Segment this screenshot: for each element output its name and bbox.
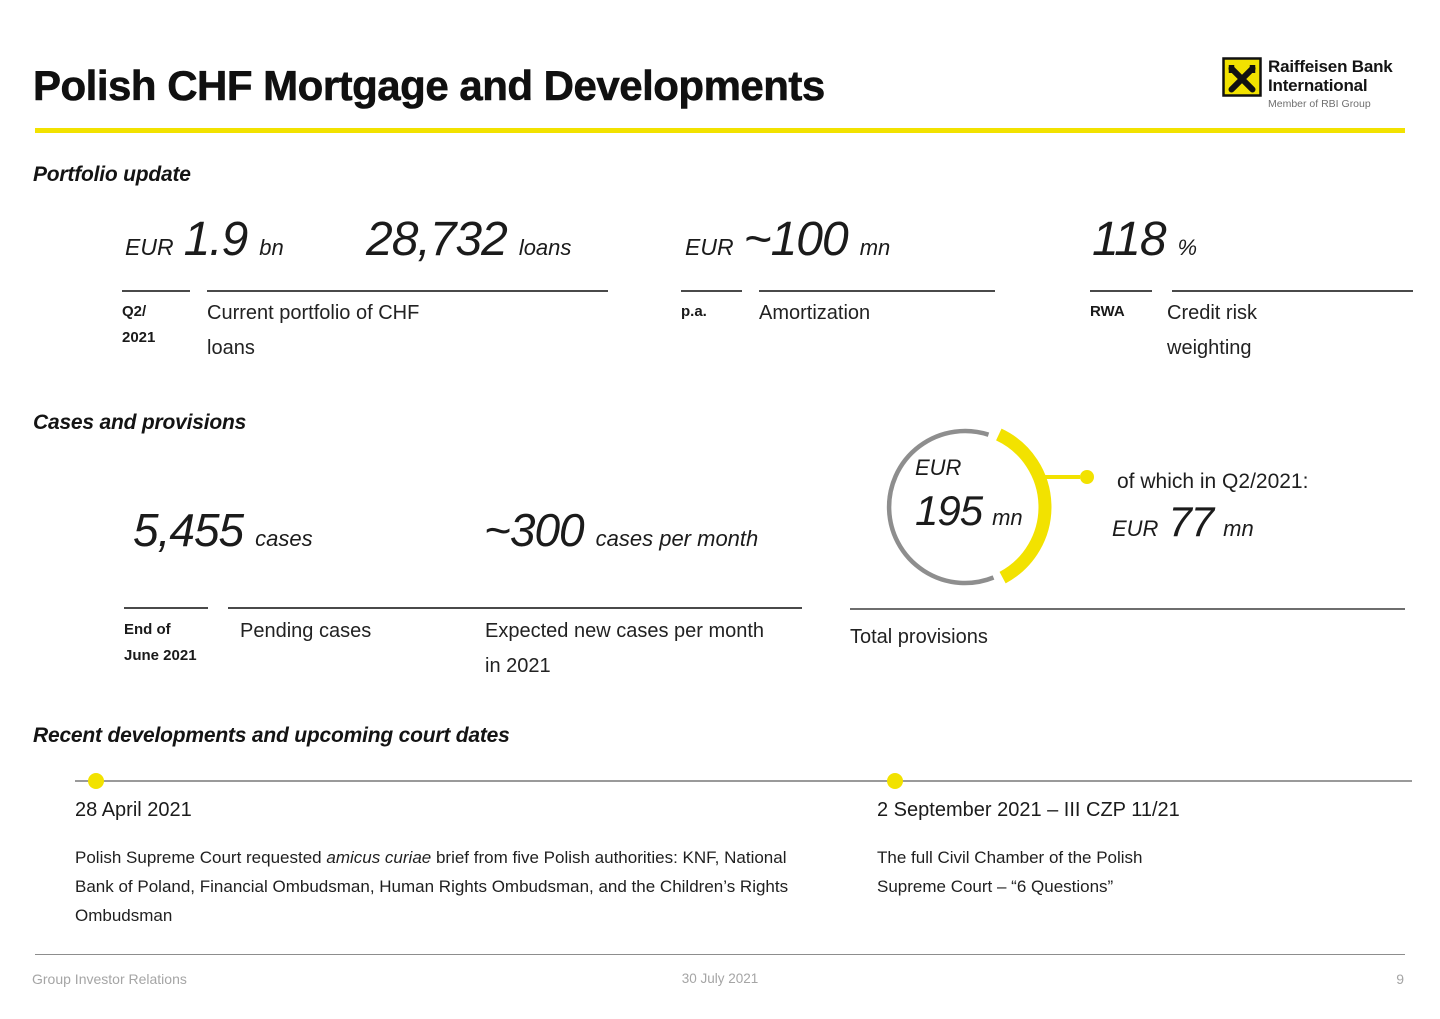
donut-callout-value: EUR 77 mn bbox=[1112, 498, 1254, 546]
tag-line: 2021 bbox=[122, 329, 156, 346]
raiffeisen-logo: Raiffeisen Bank International Member of … bbox=[1222, 57, 1393, 110]
tag-line: Q2/ bbox=[122, 303, 147, 320]
donut-label-total-provisions: Total provisions bbox=[850, 626, 988, 648]
timeline-event-1-date: 28 April 2021 bbox=[75, 799, 192, 821]
stat-currency-label: EUR bbox=[125, 234, 174, 260]
divider bbox=[1090, 290, 1152, 292]
stat-rwa: 118 % bbox=[1092, 212, 1197, 267]
stat-desc-credit-risk: Credit risk weighting bbox=[1167, 302, 1258, 359]
stat-desc-portfolio: Current portfolio of CHF loans bbox=[207, 302, 420, 359]
stat-unit-label: cases bbox=[255, 526, 313, 551]
tag-line: End of bbox=[124, 621, 171, 638]
stat-amortization: EUR ~100 mn bbox=[685, 212, 890, 267]
raiffeisen-gable-cross-icon bbox=[1222, 57, 1262, 102]
stat-unit-label: mn bbox=[1223, 516, 1254, 541]
donut-ring-gray bbox=[886, 428, 995, 586]
stat-tag-end-of-june: End of June 2021 bbox=[124, 617, 197, 669]
section-heading-cases-provisions: Cases and provisions bbox=[33, 411, 247, 434]
stat-unit-label: mn bbox=[859, 235, 891, 260]
stat-number: 77 bbox=[1168, 498, 1214, 545]
section-heading-portfolio-update: Portfolio update bbox=[33, 163, 191, 186]
stat-unit-label: mn bbox=[992, 505, 1023, 530]
divider bbox=[681, 290, 742, 292]
timeline-event-2-date: 2 September 2021 – III CZP 11/21 bbox=[877, 799, 1180, 821]
stat-loan-count: 28,732 loans bbox=[366, 212, 571, 267]
stat-currency-label: EUR bbox=[685, 234, 734, 260]
body-text: Polish Supreme Court requested bbox=[75, 848, 327, 867]
logo-text: Raiffeisen Bank International Member of … bbox=[1268, 57, 1393, 110]
stat-pending-cases: 5,455 cases bbox=[133, 503, 313, 557]
stat-desc-pending-cases: Pending cases bbox=[240, 620, 372, 642]
callout-dot bbox=[1080, 470, 1094, 484]
page-title: Polish CHF Mortgage and Developments bbox=[33, 62, 826, 110]
stat-number: 1.9 bbox=[183, 213, 249, 266]
stat-unit-label: loans bbox=[518, 235, 572, 260]
tag-line: June 2021 bbox=[124, 647, 197, 664]
stat-number: ~300 bbox=[484, 504, 585, 556]
timeline-axis bbox=[75, 780, 1412, 782]
divider bbox=[207, 290, 608, 292]
stat-unit-label: % bbox=[1177, 235, 1198, 260]
stat-currency-label: EUR bbox=[1112, 516, 1159, 541]
stat-number: 28,732 bbox=[366, 213, 508, 266]
stat-desc-amortization: Amortization bbox=[759, 302, 871, 324]
divider bbox=[759, 290, 995, 292]
title-underline-accent bbox=[35, 128, 1405, 133]
divider bbox=[228, 607, 802, 609]
logo-line-2: International bbox=[1268, 76, 1368, 95]
divider bbox=[122, 290, 190, 292]
timeline-dot-event-1 bbox=[88, 773, 104, 789]
donut-highlight-arc bbox=[995, 428, 1052, 584]
body-text: brief from five Polish authorities: KNF,… bbox=[75, 848, 789, 925]
logo-line-1: Raiffeisen Bank bbox=[1268, 57, 1393, 76]
divider bbox=[850, 608, 1405, 610]
footer-page-number: 9 bbox=[1396, 971, 1404, 987]
timeline-event-1-body: Polish Supreme Court requested amicus cu… bbox=[75, 843, 820, 930]
stat-tag-q2-2021: Q2/ 2021 bbox=[122, 299, 155, 351]
stat-tag-pa: p.a. bbox=[681, 303, 707, 320]
provisions-donut-chart: EUR 195 mn bbox=[875, 417, 1135, 597]
donut-callout-title: of which in Q2/2021: bbox=[1117, 470, 1309, 493]
footer-divider bbox=[35, 954, 1405, 955]
stat-currency-label: EUR bbox=[915, 455, 962, 480]
stat-desc-expected-cases: Expected new cases per month in 2021 bbox=[485, 620, 765, 677]
stat-number: 195 bbox=[915, 487, 983, 534]
stat-tag-rwa: RWA bbox=[1090, 303, 1125, 320]
timeline-dot-event-2 bbox=[887, 773, 903, 789]
stat-number: ~100 bbox=[743, 213, 849, 266]
footer-department: Group Investor Relations bbox=[32, 971, 187, 987]
footer-date: 30 July 2021 bbox=[681, 971, 759, 986]
donut-center-value: EUR 195 mn bbox=[915, 455, 1023, 535]
stat-new-cases: ~300 cases per month bbox=[484, 503, 758, 557]
stat-portfolio-volume: EUR 1.9 bn bbox=[125, 212, 284, 267]
logo-tagline: Member of RBI Group bbox=[1268, 98, 1371, 110]
stat-number: 5,455 bbox=[133, 504, 244, 556]
stat-unit-label: cases per month bbox=[595, 526, 759, 551]
donut-chart-svg bbox=[886, 428, 1094, 586]
stat-number: 118 bbox=[1092, 213, 1167, 266]
timeline-event-2-body: The full Civil Chamber of the Polish Sup… bbox=[877, 848, 1143, 896]
section-heading-recent-developments: Recent developments and upcoming court d… bbox=[33, 724, 510, 747]
stat-unit-label: bn bbox=[259, 235, 284, 260]
divider bbox=[1172, 290, 1413, 292]
body-text-italic: amicus curiae bbox=[326, 848, 432, 867]
divider bbox=[124, 607, 208, 609]
